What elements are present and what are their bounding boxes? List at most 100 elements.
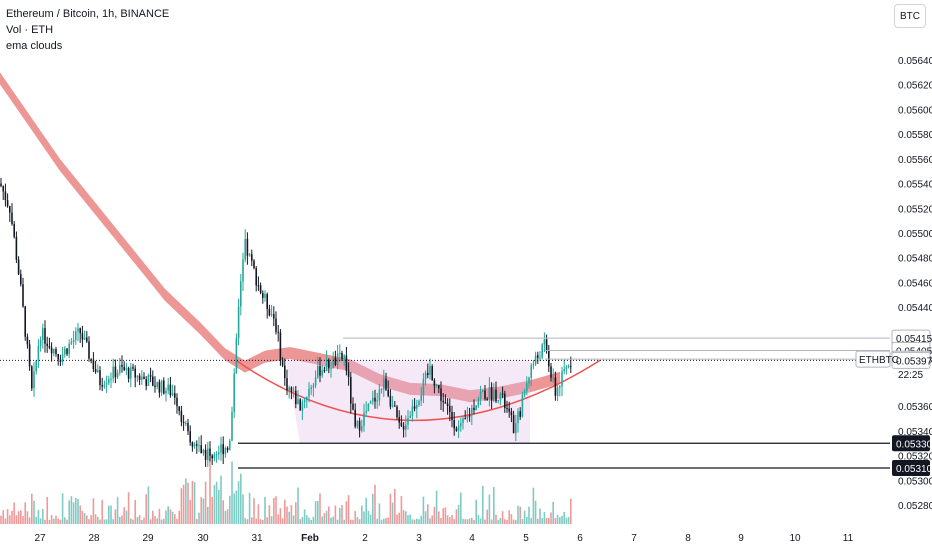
- volume-bar: [97, 516, 99, 524]
- volume-bar: [339, 507, 341, 524]
- candle-body: [508, 408, 510, 412]
- price-tick: 0.05320: [898, 452, 932, 463]
- price-label-text: 0.05330: [896, 439, 932, 450]
- candle-body: [209, 448, 211, 456]
- volume-bar: [519, 506, 521, 524]
- volume-bar: [475, 499, 477, 524]
- candle-body: [554, 377, 557, 396]
- candle-body: [88, 341, 90, 359]
- candle-body: [185, 423, 187, 425]
- volume-bar: [427, 504, 429, 524]
- candle-body: [35, 360, 37, 372]
- candle-body: [475, 405, 477, 411]
- volume-bar: [275, 496, 277, 524]
- price-tick: 0.05480: [898, 254, 932, 265]
- candle-body: [132, 367, 134, 369]
- candle-body: [312, 385, 315, 388]
- candle-body: [299, 399, 301, 411]
- volume-bar: [286, 506, 288, 524]
- volume-bar: [273, 497, 275, 524]
- candle-body: [189, 431, 191, 443]
- candle-body: [81, 333, 84, 340]
- time-tick: 2: [362, 533, 368, 544]
- volume-bar: [123, 507, 125, 524]
- candle-body: [444, 402, 447, 404]
- volume-bar: [457, 505, 460, 524]
- volume-bar: [361, 505, 363, 524]
- volume-bar: [110, 505, 112, 524]
- time-tick: 31: [251, 533, 263, 544]
- volume-bar: [312, 516, 315, 524]
- candle-body: [420, 395, 422, 401]
- candle-body: [226, 447, 229, 450]
- volume-bar: [81, 511, 84, 524]
- candle-body: [279, 332, 282, 361]
- candle-body: [156, 381, 158, 387]
- volume-bar: [343, 519, 345, 524]
- volume-bar: [130, 518, 132, 524]
- volume-bar: [152, 510, 154, 524]
- ema-clouds-indicator-label[interactable]: ema clouds: [6, 40, 63, 52]
- candle-body: [402, 425, 405, 430]
- volume-bar: [341, 505, 343, 524]
- candle-body: [405, 424, 407, 430]
- volume-bar: [224, 510, 227, 524]
- volume-bar: [530, 518, 532, 524]
- price-tick: 0.05640: [898, 56, 932, 67]
- candle-body: [53, 349, 55, 354]
- volume-bar: [44, 519, 46, 524]
- volume-bar: [26, 511, 29, 524]
- candle-body: [211, 455, 213, 459]
- candle-body: [548, 350, 550, 367]
- candle-body: [108, 379, 110, 383]
- volume-bar: [528, 506, 530, 524]
- price-tick: 0.05500: [898, 229, 932, 240]
- candle-body: [99, 370, 101, 386]
- candle-body: [418, 400, 420, 406]
- symbol-title[interactable]: Ethereum / Bitcoin, 1h, BINANCE: [6, 8, 170, 20]
- volume-bar: [473, 519, 475, 524]
- volume-bar: [325, 510, 328, 524]
- candle-body: [473, 407, 475, 411]
- volume-bar: [416, 518, 418, 524]
- time-tick: Feb: [301, 533, 319, 544]
- volume-bar: [116, 497, 119, 524]
- candle-body: [178, 406, 180, 411]
- candle-body: [499, 393, 502, 401]
- candle-body: [191, 442, 194, 447]
- volume-bar: [154, 516, 156, 524]
- volume-bar: [147, 486, 150, 524]
- cup-curve[interactable]: [235, 359, 601, 421]
- candle-body: [534, 355, 537, 365]
- candle-body: [341, 353, 343, 359]
- volume-bar: [134, 499, 136, 524]
- volume-bar: [222, 500, 224, 524]
- candle-body: [288, 387, 290, 391]
- currency-button[interactable]: BTC: [894, 4, 926, 28]
- candle-body: [26, 336, 29, 345]
- volume-bar: [53, 518, 55, 524]
- candle-body: [570, 365, 572, 367]
- price-label-text: 0.05415: [896, 334, 932, 345]
- candle-body: [504, 393, 506, 408]
- volume-bar: [545, 517, 548, 524]
- candle-body: [284, 365, 286, 379]
- last-price-text: 0.05397: [896, 356, 932, 367]
- volume-bar: [499, 517, 502, 524]
- volume-bar: [517, 505, 519, 524]
- candle-body: [163, 380, 165, 394]
- candle-body: [380, 389, 383, 391]
- volume-bar: [213, 484, 216, 524]
- candle-body: [171, 393, 174, 396]
- volume-bar: [314, 501, 317, 524]
- volume-bar: [233, 493, 235, 524]
- candle-body: [154, 385, 156, 387]
- volume-indicator-label[interactable]: Vol · ETH: [6, 24, 54, 36]
- candle-body: [343, 355, 345, 359]
- candle-body: [248, 254, 251, 256]
- candle-body: [488, 387, 491, 399]
- volume-bar: [165, 510, 167, 524]
- time-tick: 5: [523, 533, 529, 544]
- time-tick: 6: [577, 533, 583, 544]
